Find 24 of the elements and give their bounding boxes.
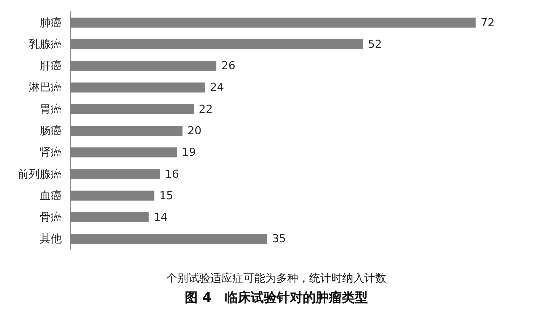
data-label: 20 [188, 124, 202, 138]
data-label: 24 [210, 81, 224, 94]
data-label: 35 [272, 232, 286, 246]
data-label: 19 [182, 146, 196, 160]
text: 图 4 临床试验针对的肿瘤类型 [185, 290, 368, 306]
y-tick-label: 血癌 [40, 189, 62, 202]
y-tick-label: 肺癌 [40, 16, 62, 30]
y-tick-label: 肝癌 [40, 60, 62, 73]
y-tick-label: 前列腺癌 [18, 168, 62, 181]
text: 个别试验适应症可能为多种，统计时纳入计数 [166, 272, 386, 285]
y-tick-label: 淋巴癌 [29, 81, 62, 94]
data-label: 16 [165, 168, 180, 181]
data-label: 26 [222, 60, 236, 73]
data-label: 22 [199, 102, 214, 116]
y-tick-label: 骨癌 [40, 211, 62, 224]
y-tick-label: 肾癌 [40, 146, 62, 160]
y-tick-label: 其他 [40, 232, 62, 246]
data-label: 52 [368, 38, 382, 51]
data-label: 14 [154, 211, 168, 224]
y-tick-label: 乳腺癌 [29, 38, 62, 51]
data-label: 15 [160, 189, 174, 202]
y-tick-label: 肠癌 [40, 124, 62, 138]
data-label: 72 [480, 16, 495, 30]
y-tick-label: 胃癌 [40, 102, 62, 116]
